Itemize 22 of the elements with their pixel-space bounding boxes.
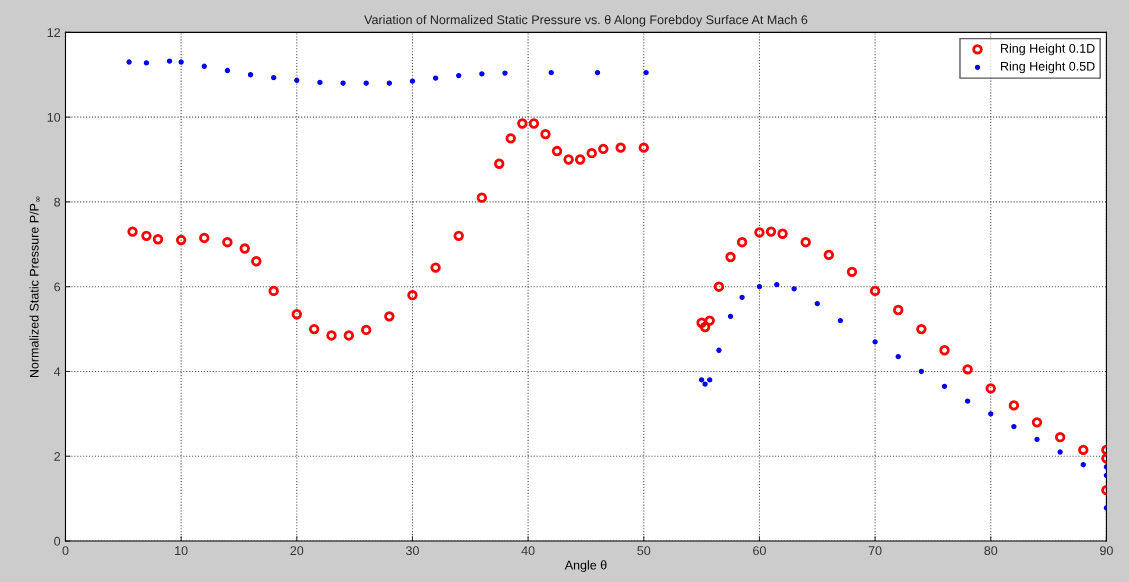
- y-tick-label: 10: [47, 112, 61, 122]
- x-tick-label: 20: [290, 546, 304, 556]
- chart-title: Variation of Normalized Static Pressure vs. θ Along Forebdoy Surface At Mach 6: [364, 14, 808, 27]
- legend-label: Ring Height 0.1D: [1001, 43, 1095, 56]
- y-tick-label: 0: [54, 536, 61, 546]
- y-tick-label: 8: [54, 197, 61, 207]
- y-tick-label: 12: [47, 28, 60, 37]
- y-tick-label: 2: [54, 452, 60, 461]
- x-tick-label: 60: [753, 546, 766, 556]
- x-tick-label: 30: [405, 546, 419, 556]
- x-tick-label: 40: [521, 546, 535, 556]
- legend-label: Ring Height 0.5D: [1001, 61, 1095, 74]
- x-axis-title: Angle θ: [564, 560, 607, 572]
- x-tick-label: 0: [62, 546, 69, 556]
- y-tick-label: 4: [53, 367, 61, 376]
- x-tick-label: 80: [984, 546, 998, 556]
- x-tick-label: 10: [175, 546, 188, 556]
- x-tick-label: 50: [637, 546, 651, 556]
- y-axis-title: Normalized Static Pressure P/P$_{∞}$: [29, 196, 40, 378]
- x-tick-label: 70: [868, 546, 882, 556]
- x-tick-label: 90: [1100, 546, 1113, 556]
- y-tick-label: 6: [54, 282, 61, 292]
